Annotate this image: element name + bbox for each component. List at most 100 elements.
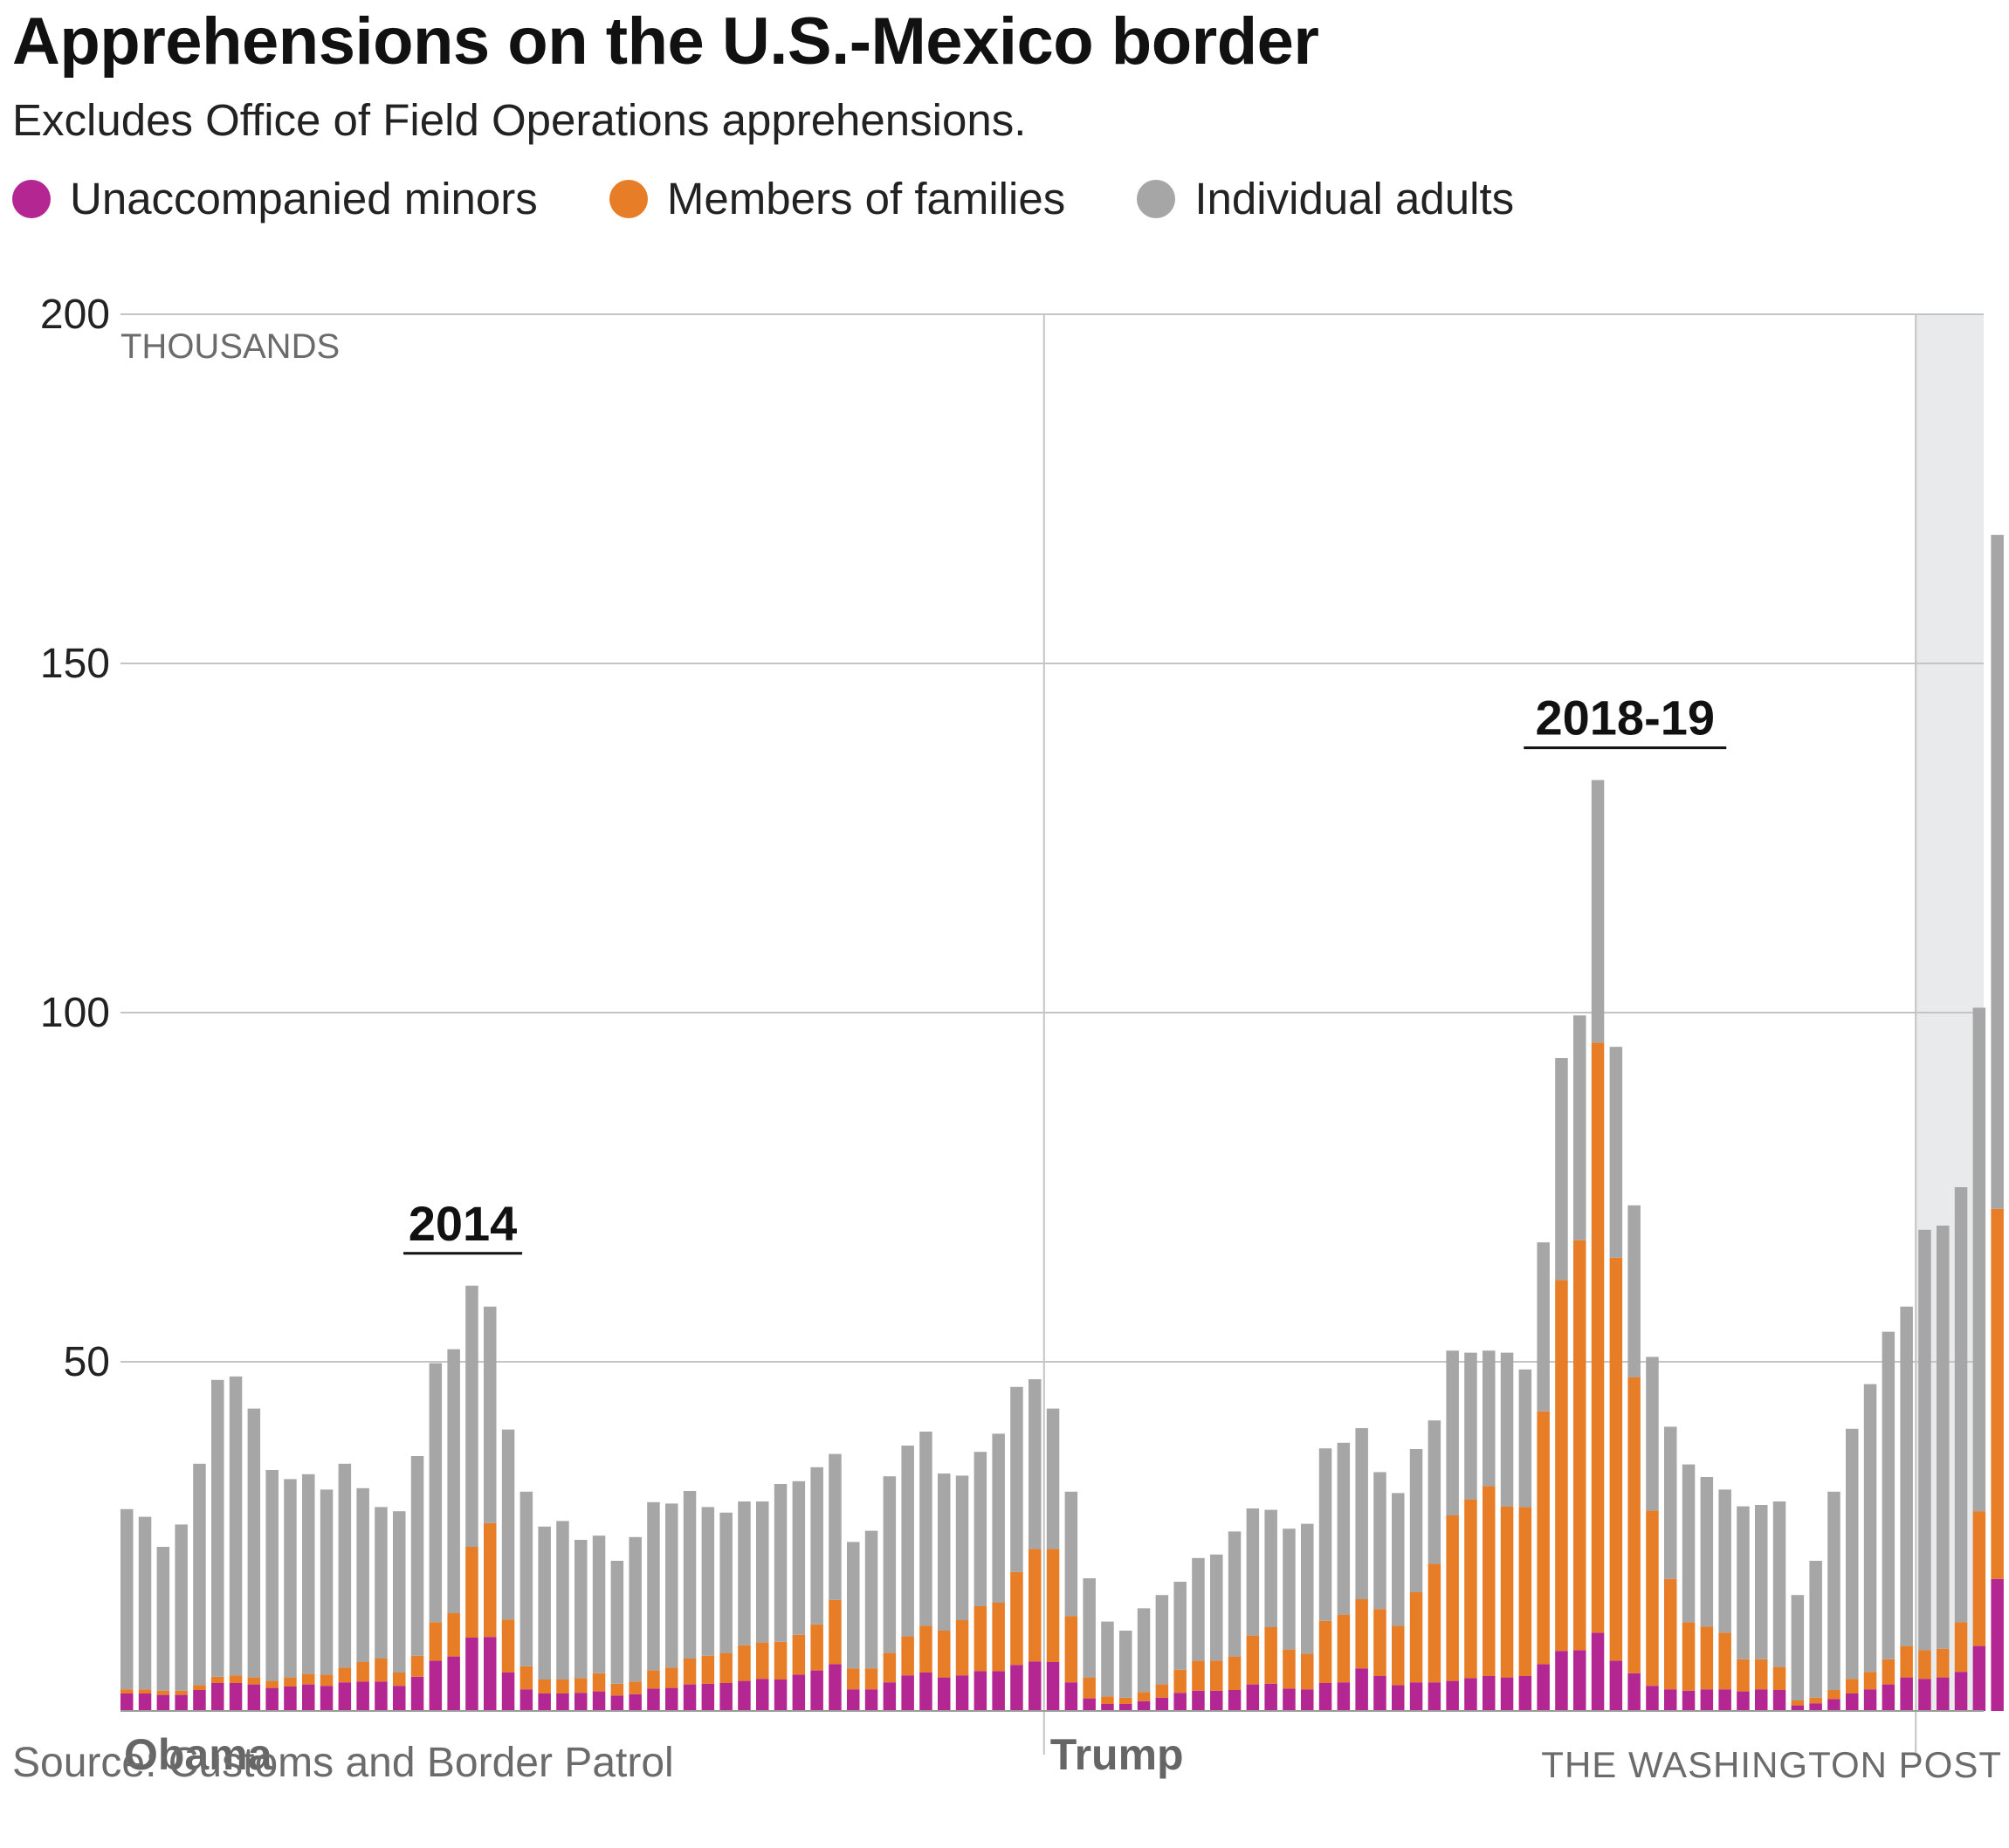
bar-segment-adults	[1264, 1509, 1277, 1627]
bar-segment-families	[302, 1673, 315, 1685]
bar-segment-adults	[1464, 1352, 1477, 1500]
bar-segment-families	[1591, 1042, 1605, 1633]
bar-segment-minors	[1392, 1685, 1405, 1711]
bar-segment-families	[156, 1690, 170, 1695]
bar-segment-minors	[1918, 1679, 1931, 1711]
bar-segment-families	[175, 1690, 188, 1695]
bar-segment-families	[1682, 1622, 1696, 1691]
bar-segment-families	[1029, 1549, 1042, 1662]
bar-segment-minors	[1464, 1678, 1477, 1711]
bar-segment-minors	[883, 1682, 897, 1711]
bar-segment-minors	[592, 1691, 606, 1711]
bar-segment-families	[1791, 1700, 1805, 1706]
bar-segment-minors	[1173, 1693, 1187, 1711]
bar-segment-families	[1809, 1697, 1822, 1704]
bar-segment-adults	[265, 1470, 279, 1681]
bar-segment-families	[1846, 1679, 1859, 1693]
bar-segment-families	[1409, 1592, 1423, 1683]
bar-segment-minors	[1228, 1690, 1242, 1711]
bar-segment-minors	[519, 1689, 533, 1711]
bar-segment-adults	[1228, 1531, 1242, 1657]
bar-segment-families	[247, 1677, 261, 1685]
bar-segment-adults	[1827, 1491, 1840, 1690]
bar-segment-adults	[1518, 1369, 1532, 1508]
bar-segment-adults	[1083, 1578, 1096, 1678]
bar-segment-families	[1755, 1659, 1768, 1690]
annotation-label-0: 2014	[409, 1196, 518, 1251]
bar-segment-adults	[1863, 1384, 1877, 1673]
bar-segment-minors	[665, 1687, 678, 1711]
y-unit-label: THOUSANDS	[120, 327, 340, 366]
bar-segment-families	[1900, 1645, 1913, 1678]
bar-segment-adults	[955, 1475, 969, 1620]
bar-segment-families	[1373, 1609, 1386, 1676]
bar-segment-adults	[1283, 1529, 1296, 1650]
bar-segment-minors	[574, 1693, 588, 1711]
bar-segment-adults	[519, 1491, 533, 1666]
bar-segment-families	[375, 1659, 388, 1682]
bar-segment-minors	[1882, 1684, 1895, 1711]
bar-segment-families	[992, 1603, 1005, 1672]
bar-segment-minors	[701, 1683, 715, 1711]
bar-segment-minors	[1010, 1665, 1023, 1711]
bar-segment-families	[1355, 1599, 1368, 1669]
bar-segment-adults	[501, 1429, 515, 1620]
bar-segment-families	[847, 1668, 860, 1690]
bar-segment-families	[1101, 1696, 1114, 1704]
bar-segment-adults	[1318, 1448, 1332, 1621]
bar-segment-adults	[1210, 1554, 1223, 1661]
bar-segment-minors	[1646, 1686, 1659, 1711]
bar-segment-families	[1119, 1697, 1132, 1704]
bar-segment-adults	[1972, 1007, 1986, 1512]
bar-segment-families	[1737, 1659, 1750, 1692]
bar-segment-families	[574, 1678, 588, 1693]
source-note: Source: Customs and Border Patrol	[12, 1740, 674, 1786]
bar-segment-minors	[738, 1680, 751, 1711]
bar-segment-adults	[1664, 1426, 1677, 1579]
bar-segment-adults	[1609, 1047, 1623, 1258]
bar-segment-adults	[1555, 1058, 1568, 1281]
bar-segment-families	[719, 1652, 733, 1683]
bar-segment-minors	[829, 1664, 842, 1711]
bar-segment-minors	[774, 1680, 788, 1711]
bar-segment-adults	[1392, 1493, 1405, 1626]
bar-segment-families	[229, 1675, 243, 1683]
bar-segment-adults	[1737, 1506, 1750, 1659]
bar-segment-families	[320, 1674, 334, 1687]
bar-segment-minors	[1954, 1672, 1968, 1711]
bar-segment-families	[1318, 1620, 1332, 1683]
bar-segment-adults	[1155, 1595, 1169, 1685]
bar-segment-adults	[1791, 1595, 1805, 1700]
bar-segment-adults	[1337, 1442, 1351, 1615]
legend-item-minors: Unaccompanied minors	[12, 173, 538, 224]
publisher-credit: THE WASHINGTON POST	[1541, 1744, 2002, 1785]
y-tick-label: 100	[40, 990, 110, 1036]
bar-segment-families	[484, 1522, 497, 1638]
bar-segment-adults	[1809, 1561, 1822, 1698]
legend-label-adults: Individual adults	[1194, 174, 1515, 223]
bar-segment-adults	[574, 1540, 588, 1679]
bar-segment-minors	[338, 1682, 352, 1711]
bar-segment-adults	[847, 1542, 860, 1669]
bar-segment-families	[1210, 1660, 1223, 1691]
bar-segment-adults	[538, 1526, 551, 1680]
bar-segment-adults	[175, 1524, 188, 1691]
bar-segment-minors	[1409, 1682, 1423, 1711]
bar-segment-adults	[484, 1306, 497, 1523]
bar-segment-adults	[1954, 1187, 1968, 1623]
bar-segment-families	[665, 1667, 678, 1688]
bar-segment-families	[356, 1662, 369, 1682]
bar-segment-families	[810, 1624, 823, 1671]
bar-segment-families	[1573, 1240, 1586, 1651]
bar-segment-adults	[375, 1507, 388, 1659]
bar-segment-adults	[302, 1474, 315, 1674]
bar-segment-minors	[1029, 1661, 1042, 1711]
bar-segment-adults	[1627, 1205, 1641, 1377]
bar-segment-families	[1937, 1648, 1950, 1678]
bar-segment-minors	[501, 1673, 515, 1711]
bar-segment-adults	[1029, 1379, 1042, 1549]
bar-segment-adults	[1991, 534, 2004, 1209]
bar-segment-families	[338, 1667, 352, 1683]
bar-segment-minors	[1863, 1689, 1877, 1711]
bar-segment-adults	[610, 1561, 624, 1684]
